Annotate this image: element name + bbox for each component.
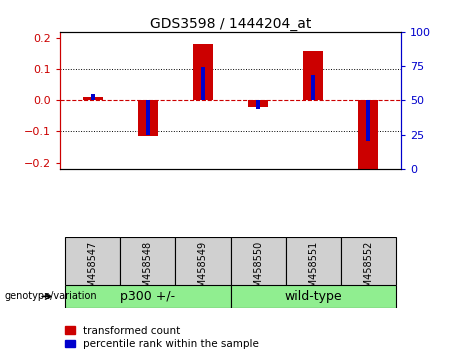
Bar xyxy=(285,237,341,285)
Bar xyxy=(341,237,396,285)
Text: GSM458547: GSM458547 xyxy=(88,241,98,300)
Bar xyxy=(311,75,315,100)
Text: GSM458552: GSM458552 xyxy=(363,241,373,301)
Bar xyxy=(91,94,95,100)
Text: GSM458551: GSM458551 xyxy=(308,241,318,300)
Bar xyxy=(193,44,213,100)
Bar xyxy=(359,100,378,169)
Bar xyxy=(65,285,230,308)
Bar xyxy=(65,237,120,285)
Bar xyxy=(248,100,268,107)
Bar xyxy=(366,100,370,141)
Bar xyxy=(120,237,176,285)
Text: genotype/variation: genotype/variation xyxy=(5,291,97,302)
Legend: transformed count, percentile rank within the sample: transformed count, percentile rank withi… xyxy=(65,326,259,349)
Bar xyxy=(201,67,205,100)
Text: p300 +/-: p300 +/- xyxy=(120,290,176,303)
Bar xyxy=(146,100,150,135)
Bar xyxy=(176,237,230,285)
Bar xyxy=(83,97,103,100)
Text: GSM458549: GSM458549 xyxy=(198,241,208,300)
Text: GSM458548: GSM458548 xyxy=(143,241,153,300)
Text: wild-type: wild-type xyxy=(284,290,342,303)
Bar xyxy=(230,237,285,285)
Bar xyxy=(256,100,260,109)
Bar xyxy=(230,285,396,308)
Title: GDS3598 / 1444204_at: GDS3598 / 1444204_at xyxy=(150,17,311,31)
Bar xyxy=(138,100,158,136)
Text: GSM458550: GSM458550 xyxy=(253,241,263,300)
Bar xyxy=(303,51,323,100)
